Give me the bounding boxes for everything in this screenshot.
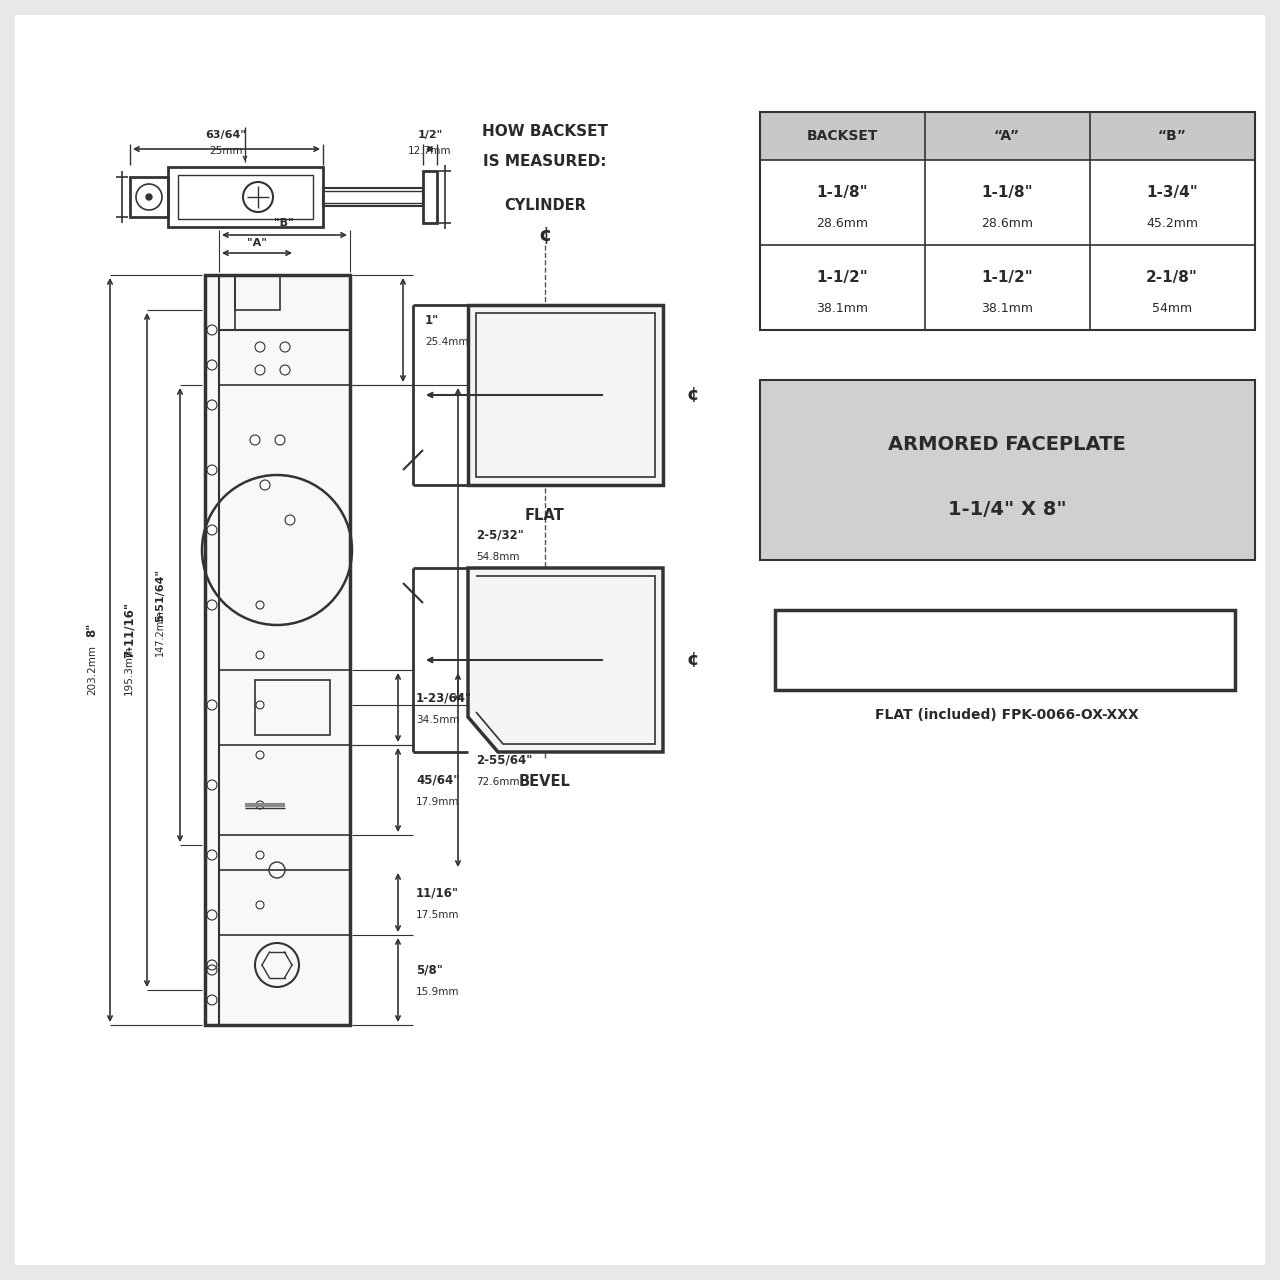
Text: 2-5/32": 2-5/32"	[476, 529, 524, 541]
Text: 17.5mm: 17.5mm	[416, 910, 460, 920]
Text: 38.1mm: 38.1mm	[817, 302, 868, 315]
Bar	[236, 275, 280, 310]
Text: 7-11/16": 7-11/16"	[123, 602, 136, 658]
Text: 54.8mm: 54.8mm	[476, 552, 520, 562]
Text: ¢: ¢	[539, 225, 552, 244]
Text: IS MEASURED:: IS MEASURED:	[484, 155, 607, 169]
Text: 28.6mm: 28.6mm	[980, 218, 1033, 230]
Text: ¢: ¢	[687, 387, 699, 404]
Text: ¢: ¢	[687, 652, 699, 669]
Bar	[205, 275, 349, 1025]
Text: 25mm: 25mm	[209, 146, 243, 156]
Bar	[323, 188, 422, 206]
Bar	[178, 175, 314, 219]
Text: "B": "B"	[274, 218, 294, 228]
Text: 8": 8"	[86, 623, 99, 637]
Text: 203.2mm: 203.2mm	[87, 645, 97, 695]
Bar	[468, 305, 663, 485]
Text: 1/2": 1/2"	[417, 131, 443, 140]
Text: “B”: “B”	[1157, 129, 1187, 143]
Text: 1-3/4": 1-3/4"	[1146, 184, 1198, 200]
Text: 11/16": 11/16"	[416, 887, 460, 900]
Circle shape	[146, 195, 152, 200]
Text: 1-1/4" X 8": 1-1/4" X 8"	[947, 500, 1066, 520]
Text: 147.2mm: 147.2mm	[155, 609, 165, 657]
Text: HOW BACKSET: HOW BACKSET	[483, 124, 608, 140]
Bar	[760, 111, 1254, 330]
Text: 15.9mm: 15.9mm	[416, 987, 460, 997]
Bar	[760, 111, 1254, 160]
Text: 12.7mm: 12.7mm	[408, 146, 452, 156]
Text: 1-23/64": 1-23/64"	[416, 691, 472, 704]
Text: 2-1/8": 2-1/8"	[1146, 270, 1198, 284]
Bar	[168, 166, 323, 227]
Text: ARMORED FACEPLATE: ARMORED FACEPLATE	[888, 435, 1126, 454]
Text: 1-1/8": 1-1/8"	[817, 184, 868, 200]
Bar	[760, 380, 1254, 561]
Bar	[323, 191, 422, 204]
Text: 45.2mm: 45.2mm	[1146, 218, 1198, 230]
Text: 17.9mm: 17.9mm	[416, 797, 460, 806]
Text: CYLINDER: CYLINDER	[504, 197, 586, 212]
Text: BACKSET: BACKSET	[806, 129, 878, 143]
Text: 195.3mm: 195.3mm	[124, 645, 134, 695]
Text: 5-51/64": 5-51/64"	[155, 568, 165, 622]
Text: 25.4mm: 25.4mm	[425, 337, 468, 347]
Text: "A": "A"	[247, 238, 268, 248]
Text: “A”: “A”	[995, 129, 1020, 143]
Bar	[774, 611, 1235, 690]
Text: 63/64": 63/64"	[206, 131, 247, 140]
Text: 72.6mm: 72.6mm	[476, 777, 520, 787]
Text: 5/8": 5/8"	[416, 964, 443, 977]
Text: FLAT: FLAT	[525, 507, 564, 522]
Text: 28.6mm: 28.6mm	[817, 218, 868, 230]
Text: 54mm: 54mm	[1152, 302, 1192, 315]
Text: 1": 1"	[425, 314, 439, 326]
Bar	[131, 177, 168, 218]
Polygon shape	[468, 568, 663, 751]
Text: 38.1mm: 38.1mm	[980, 302, 1033, 315]
Bar	[476, 314, 655, 477]
Bar	[255, 680, 330, 735]
Text: 34.5mm: 34.5mm	[416, 716, 460, 724]
Text: 1-1/2": 1-1/2"	[982, 270, 1033, 284]
Bar	[422, 172, 436, 223]
Text: 1-1/8": 1-1/8"	[982, 184, 1033, 200]
Text: FLAT (included) FPK-0066-OX-XXX: FLAT (included) FPK-0066-OX-XXX	[876, 708, 1139, 722]
Text: 2-55/64": 2-55/64"	[476, 754, 532, 767]
Text: 1-1/2": 1-1/2"	[817, 270, 868, 284]
Text: BEVEL: BEVEL	[520, 774, 571, 790]
Text: 45/64": 45/64"	[416, 773, 460, 786]
